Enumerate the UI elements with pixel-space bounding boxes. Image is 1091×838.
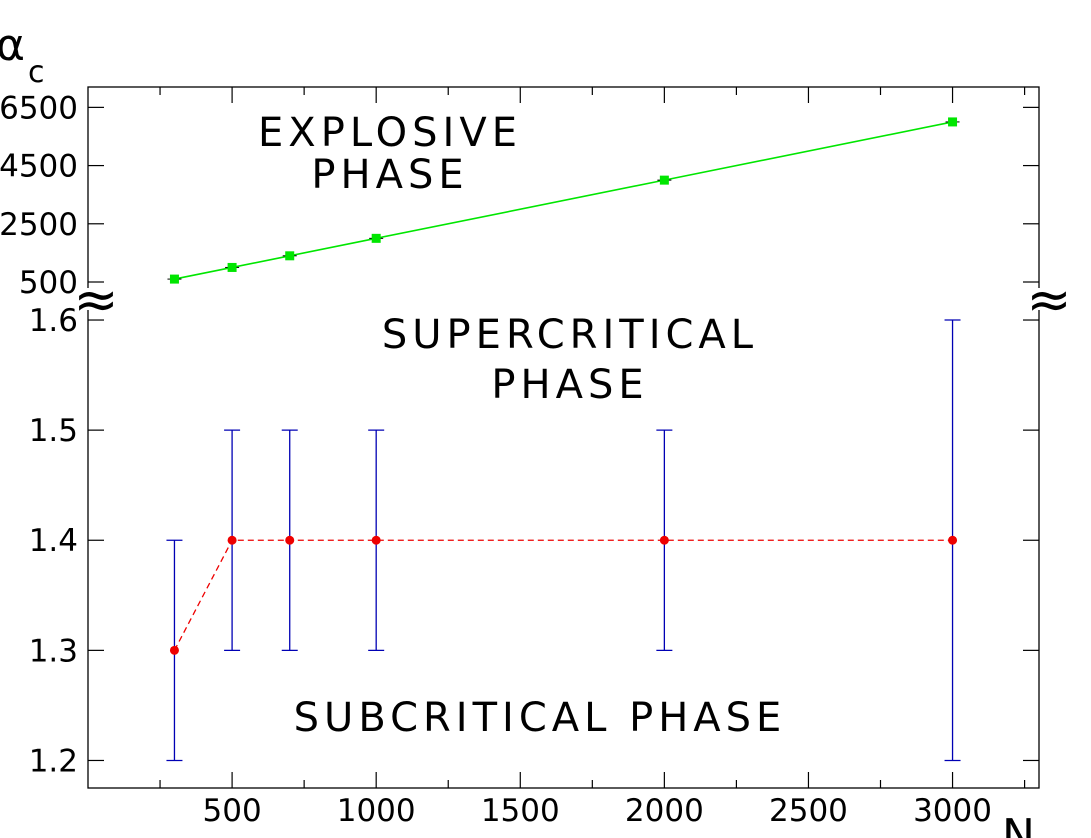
upper-data-point [659,175,669,185]
phase-label: SUBCRITICAL PHASE [294,695,787,741]
phase-annotations: EXPLOSIVEPHASESUPERCRITICALPHASESUBCRITI… [258,110,787,741]
y-lower-tick-label: 1.3 [29,633,78,669]
axis-ticks [88,87,1039,788]
series-upper-line [167,117,960,284]
plot-frame [87,86,1040,789]
phase-label: SUPERCRITICAL [382,312,758,358]
upper-data-point [371,233,381,243]
y-lower-tick-label: 1.2 [29,743,78,779]
axis-break-gap [1029,288,1049,310]
y-lower-tick-label: 1.5 [29,413,78,449]
x-tick-label: 2000 [625,793,704,829]
lower-data-point [948,535,958,545]
phase-label: PHASE [311,152,468,198]
x-tick-label: 1000 [337,793,416,829]
y-axis-title: α [0,20,25,71]
axis-break-gap [78,288,98,310]
axis-break-marks: ≈ ≈ [73,268,1071,331]
upper-data-point [948,117,958,127]
y-lower-tick-label: 1.6 [29,303,78,339]
axis-titles: αc N [0,20,1035,838]
lower-data-point [659,535,669,545]
axis-break-right: ≈ [1026,268,1071,331]
x-tick-label: 3000 [913,793,992,829]
phase-label: PHASE [491,362,648,408]
lower-data-point [169,645,179,655]
x-tick-label: 500 [203,793,262,829]
y-axis-title-subscript: c [28,55,45,90]
upper-series-line [174,121,953,280]
upper-data-point [285,251,295,261]
axis-break-left: ≈ [73,268,118,331]
x-tick-label: 2500 [769,793,848,829]
series-lower-line [166,319,961,762]
axis-tick-labels: 500 1000 1500 2000 2500 3000 500 2500 4500 6500 1.… [0,90,992,829]
lower-data-point [227,535,237,545]
upper-data-point [227,262,237,272]
y-upper-tick-label: 6500 [0,90,78,126]
lower-data-point [371,535,381,545]
phase-label: EXPLOSIVE [258,110,522,156]
upper-data-point [169,274,179,284]
y-upper-tick-label: 500 [19,265,78,301]
lower-series-line [173,539,953,651]
lower-data-point [285,535,295,545]
y-upper-tick-label: 2500 [0,207,78,243]
x-tick-label: 1500 [481,793,560,829]
x-axis-title: N [1002,810,1035,838]
y-upper-tick-label: 4500 [0,149,78,185]
y-lower-tick-label: 1.4 [29,523,78,559]
